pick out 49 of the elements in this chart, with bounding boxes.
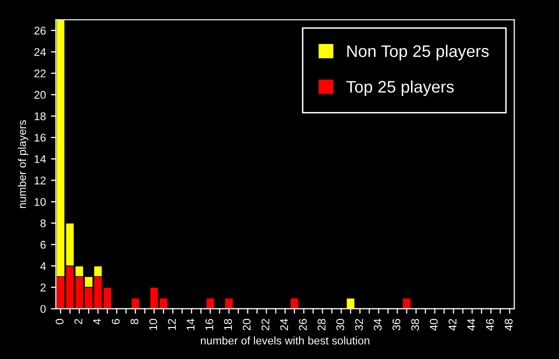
y-tick-label: 4 — [40, 262, 46, 270]
y-tick-label: 16 — [34, 134, 46, 142]
y-tick-label: 14 — [34, 155, 46, 163]
y-tick-label: 8 — [40, 219, 46, 228]
bar — [290, 298, 300, 309]
y-tick-label: 22 — [34, 70, 46, 78]
x-tick-label: 6 — [112, 318, 120, 324]
x-tick-label: 16 — [205, 318, 214, 330]
x-tick-label: 10 — [149, 318, 158, 330]
legend-label: Top 25 players — [346, 80, 454, 96]
y-tick-label: 6 — [40, 240, 46, 249]
x-tick-label: 24 — [280, 318, 288, 330]
y-tick-label: 0 — [40, 305, 46, 313]
y-tick-label: 12 — [34, 176, 46, 184]
x-tick-label: 32 — [355, 319, 363, 330]
bar — [130, 298, 140, 309]
y-axis-title: number of players — [18, 120, 28, 208]
bar — [402, 298, 412, 309]
x-tick-label: 36 — [392, 318, 400, 330]
legend-label: Non Top 25 players — [347, 44, 489, 60]
x-tick-label: 0 — [56, 318, 64, 324]
x-tick-label: 48 — [504, 318, 513, 331]
x-tick-label: 30 — [336, 318, 344, 330]
x-tick-label: 26 — [298, 318, 307, 330]
y-tick-label: 2 — [40, 284, 46, 292]
y-tick-label: 10 — [34, 198, 46, 206]
x-tick-label: 38 — [411, 318, 420, 330]
bar — [224, 298, 234, 309]
bar — [206, 298, 215, 309]
y-tick-label: 26 — [34, 26, 46, 35]
x-axis-title: number of levels with best solution — [200, 336, 370, 345]
x-tick-label: 42 — [448, 319, 456, 331]
y-tick-label: 24 — [34, 48, 46, 56]
x-tick-label: 40 — [430, 318, 438, 331]
x-tick-label: 8 — [130, 318, 138, 324]
y-tick-label: 20 — [34, 90, 46, 99]
x-tick-label: 18 — [224, 318, 232, 330]
x-tick-label: 2 — [74, 319, 82, 324]
x-tick-label: 22 — [261, 319, 270, 330]
y-tick-label: 18 — [34, 112, 46, 120]
x-tick-label: 4 — [93, 318, 101, 324]
x-tick-label: 34 — [374, 318, 382, 330]
x-tick-label: 28 — [318, 318, 326, 330]
x-tick-label: 20 — [242, 318, 251, 330]
bar — [346, 298, 356, 309]
x-tick-label: 46 — [486, 318, 494, 331]
x-tick-label: 44 — [467, 318, 476, 331]
x-tick-label: 12 — [168, 319, 176, 330]
x-tick-label: 14 — [186, 318, 194, 330]
